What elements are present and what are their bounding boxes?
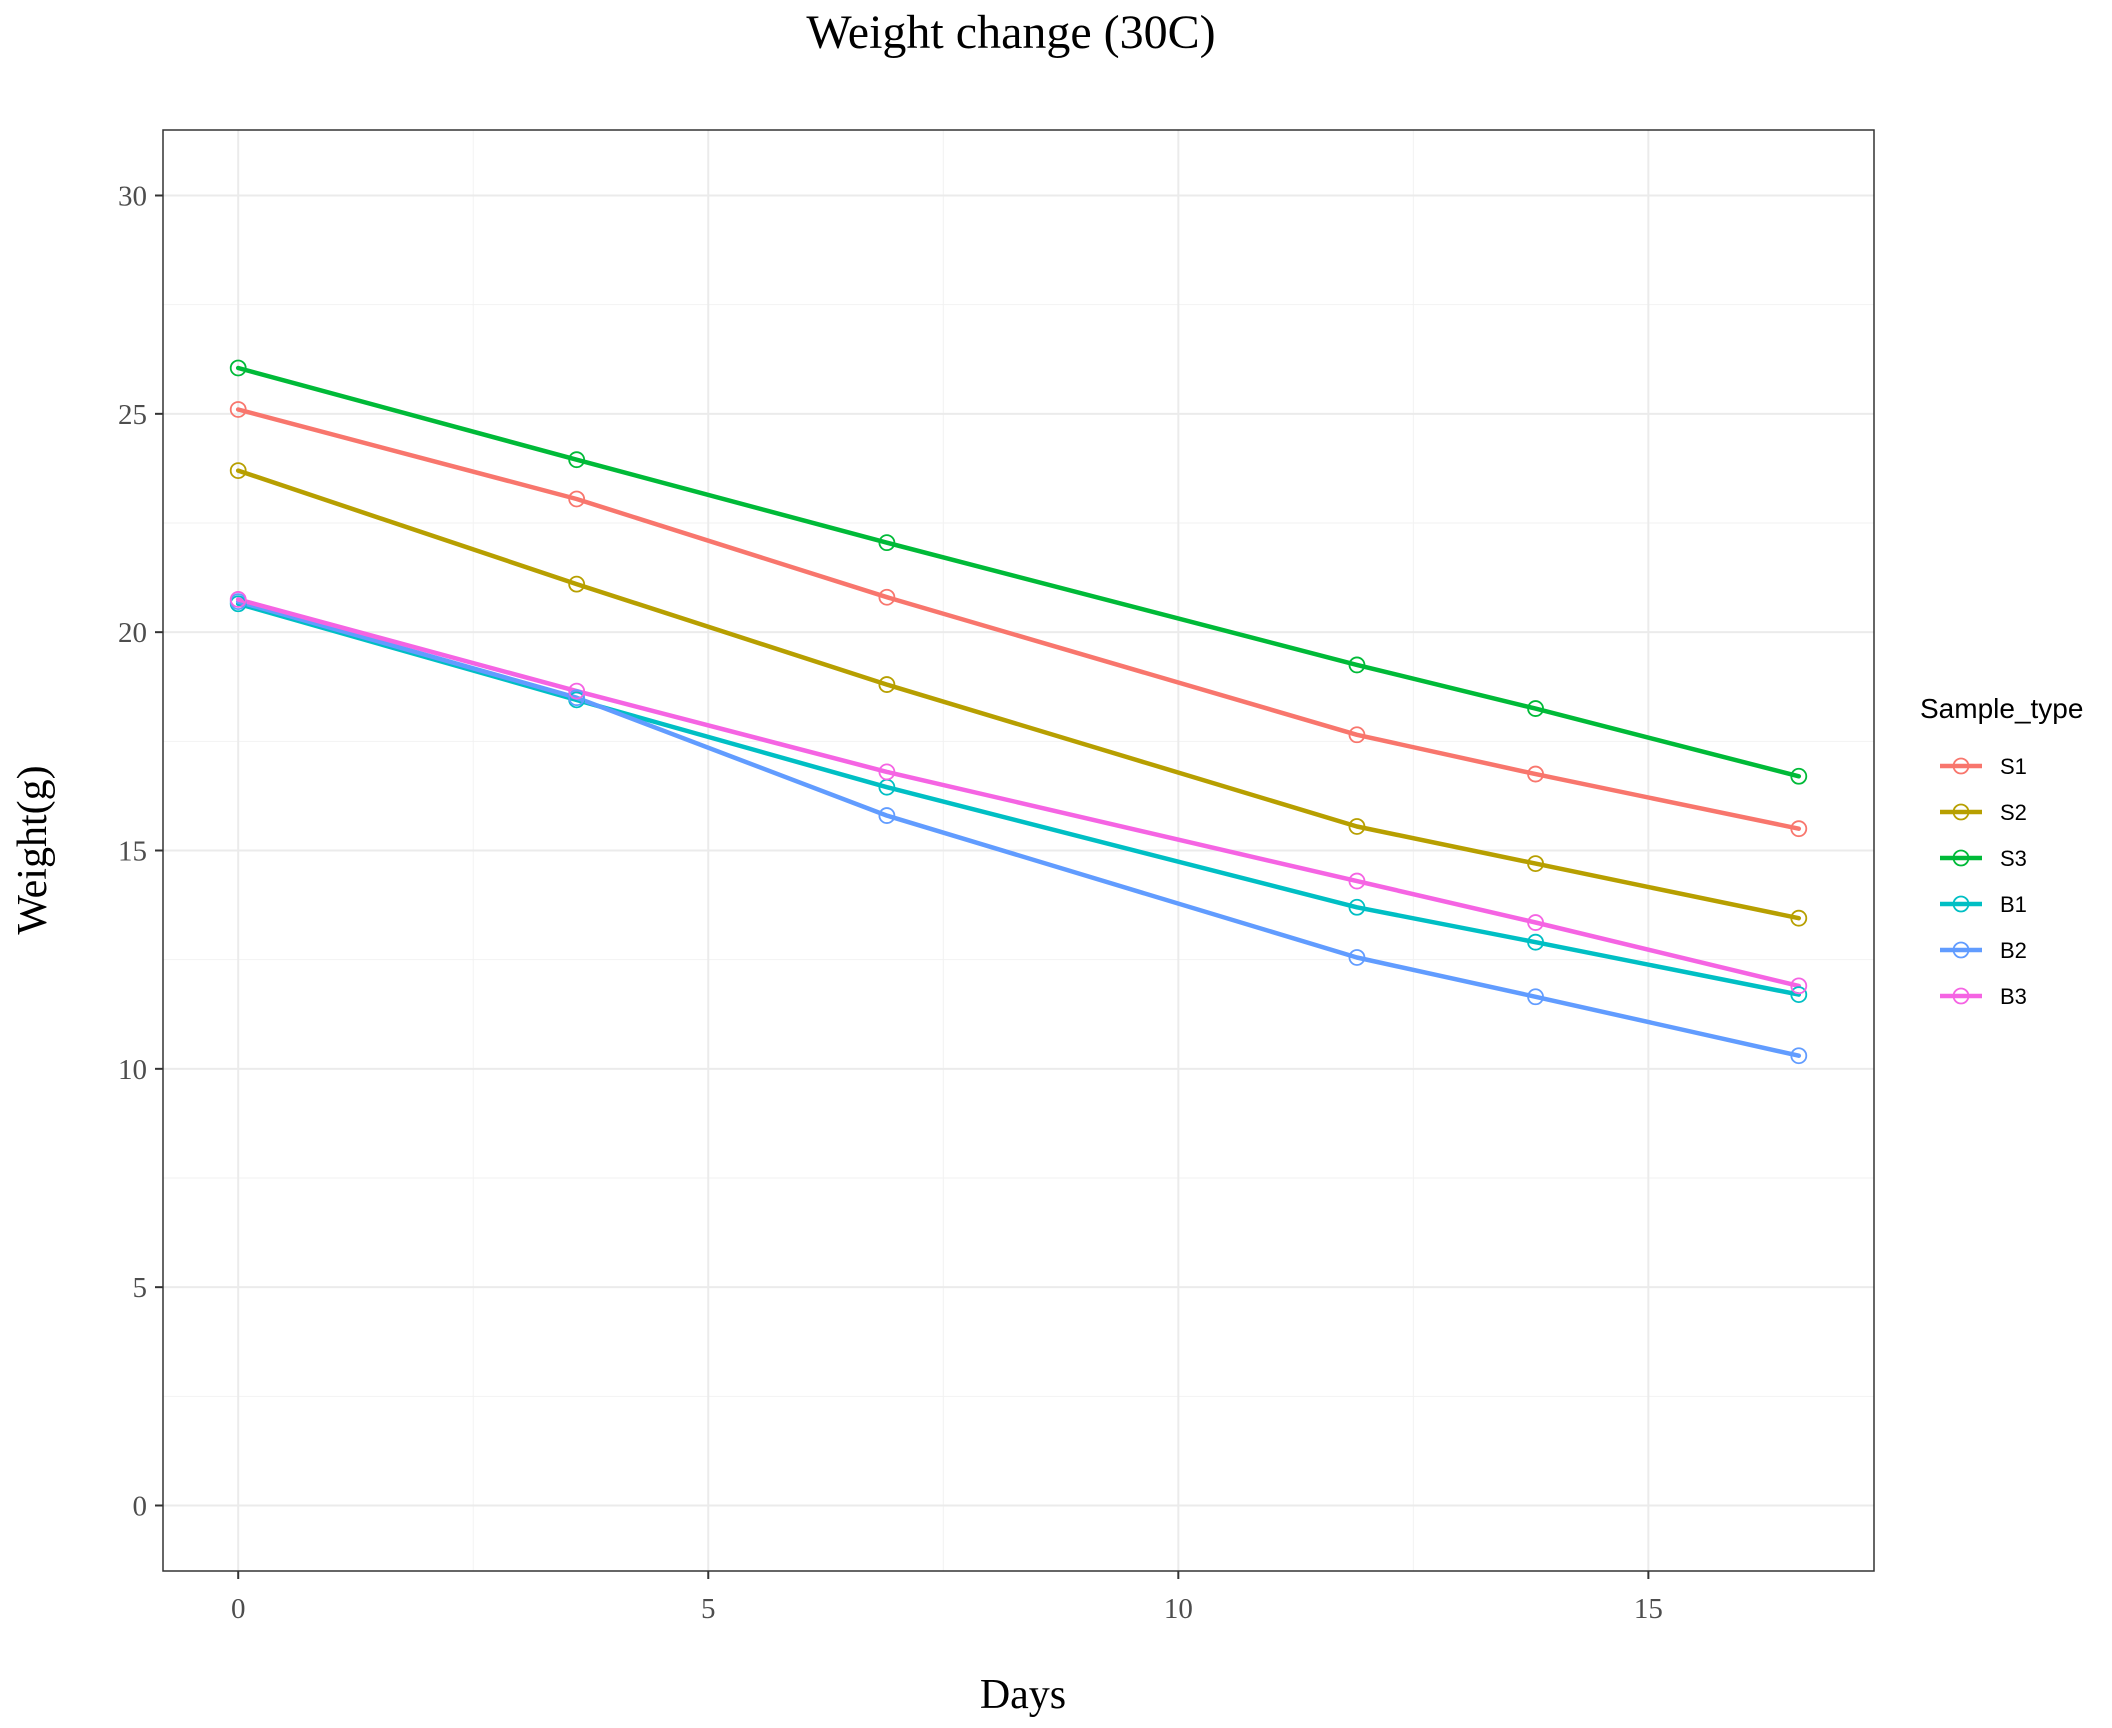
data-point-b2 bbox=[568, 689, 586, 707]
data-point-b1 bbox=[1348, 898, 1366, 916]
y-axis-title: Weight(g) bbox=[10, 765, 56, 934]
legend-label-s3: S3 bbox=[2000, 846, 2027, 871]
legend-key-point-s2 bbox=[1952, 803, 1970, 821]
x-axis: 0 5 10 15 bbox=[231, 1571, 1663, 1625]
x-tick-label: 5 bbox=[701, 1593, 716, 1625]
data-point-b1 bbox=[1527, 933, 1544, 951]
series-line-s3 bbox=[235, 365, 1802, 779]
legend-label-b1: B1 bbox=[2000, 892, 2027, 917]
legend-key-point-b3 bbox=[1952, 987, 1970, 1005]
y-tick-label: 15 bbox=[118, 836, 147, 868]
x-axis-title: Days bbox=[980, 1672, 1066, 1718]
y-tick-label: 30 bbox=[118, 181, 147, 213]
y-tick-label: 0 bbox=[133, 1491, 148, 1523]
y-tick-label: 20 bbox=[118, 617, 147, 649]
data-point-s2 bbox=[1527, 855, 1544, 872]
data-point-s3 bbox=[1348, 656, 1366, 674]
series-line-b3 bbox=[235, 597, 1802, 989]
x-tick-label: 15 bbox=[1634, 1593, 1663, 1625]
legend-label-s2: S2 bbox=[2000, 800, 2027, 825]
y-axis: 0 5 10 15 20 25 30 bbox=[118, 181, 163, 1523]
legend: Sample_type S1 S2 S3 B1 B2 B3 bbox=[1920, 693, 2083, 1009]
y-tick-label: 5 bbox=[133, 1272, 148, 1304]
data-point-b3 bbox=[568, 682, 586, 700]
legend-key-point-s3 bbox=[1952, 849, 1970, 867]
x-tick-label: 0 bbox=[231, 1593, 246, 1625]
data-point-b2 bbox=[1527, 988, 1544, 1006]
data-point-s1 bbox=[878, 588, 896, 606]
data-point-s2 bbox=[878, 676, 896, 693]
y-tick-label: 25 bbox=[118, 399, 147, 431]
data-point-b1 bbox=[1790, 986, 1808, 1003]
series-lines bbox=[235, 365, 1802, 1058]
series-line-b2 bbox=[235, 599, 1802, 1058]
data-point-s2 bbox=[568, 575, 586, 593]
data-point-s3 bbox=[568, 451, 586, 469]
data-point-s2 bbox=[229, 462, 247, 480]
x-tick-label: 10 bbox=[1164, 1593, 1193, 1625]
data-point-b3 bbox=[1348, 872, 1366, 890]
data-point-s1 bbox=[568, 490, 586, 508]
legend-label-b2: B2 bbox=[2000, 938, 2027, 963]
data-point-s1 bbox=[229, 401, 247, 418]
grid-major bbox=[163, 130, 1874, 1571]
series-line-s1 bbox=[235, 407, 1802, 831]
data-point-s1 bbox=[1790, 820, 1808, 838]
legend-label-s1: S1 bbox=[2000, 754, 2027, 779]
data-point-b2 bbox=[1790, 1047, 1808, 1065]
legend-label-b3: B3 bbox=[2000, 984, 2027, 1009]
legend-key-point-b2 bbox=[1952, 941, 1970, 959]
data-point-s2 bbox=[1790, 909, 1808, 927]
data-point-b3 bbox=[1527, 914, 1544, 931]
legend-key-point-s1 bbox=[1952, 757, 1970, 775]
y-tick-label: 10 bbox=[118, 1054, 147, 1086]
legend-title: Sample_type bbox=[1920, 693, 2083, 724]
data-point-s2 bbox=[1348, 818, 1366, 835]
legend-key-point-b1 bbox=[1952, 895, 1970, 913]
data-point-s3 bbox=[1790, 767, 1808, 785]
data-point-s3 bbox=[1527, 700, 1544, 717]
data-point-b2 bbox=[1348, 949, 1366, 966]
series-points bbox=[229, 359, 1808, 1065]
data-point-s3 bbox=[229, 359, 247, 377]
series-line-s2 bbox=[235, 468, 1802, 921]
data-point-s3 bbox=[878, 534, 896, 552]
data-point-b2 bbox=[878, 807, 896, 824]
data-point-b3 bbox=[878, 763, 896, 781]
data-point-s1 bbox=[1348, 726, 1366, 744]
data-point-b3 bbox=[229, 591, 247, 608]
chart-title: Weight change (30C) bbox=[806, 6, 1215, 59]
data-point-b3 bbox=[1790, 977, 1808, 995]
data-point-s1 bbox=[1527, 765, 1544, 783]
